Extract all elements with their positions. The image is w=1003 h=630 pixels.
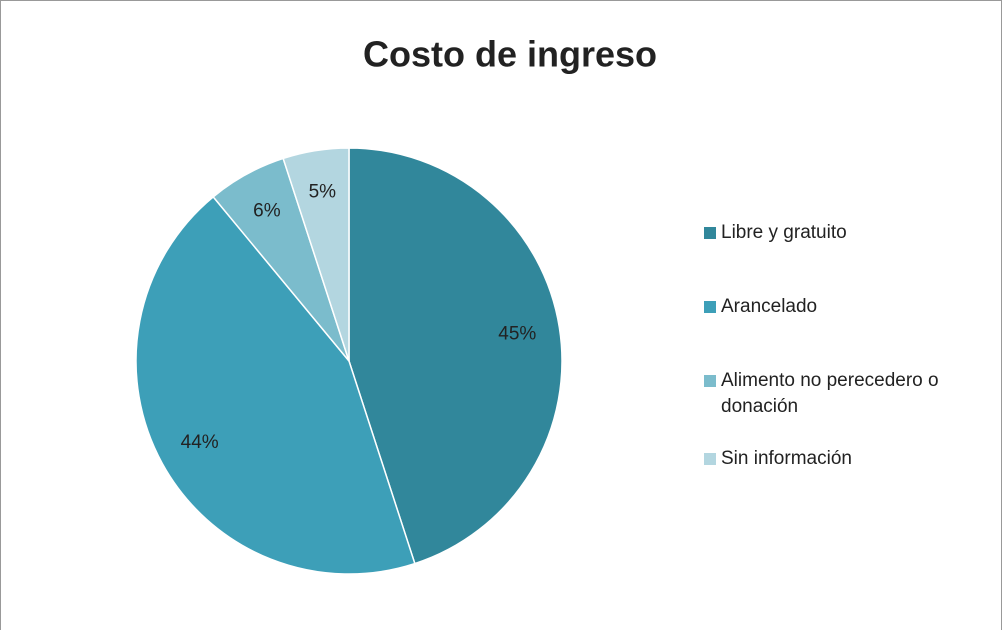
legend-swatch <box>704 375 716 387</box>
data-label: 45% <box>498 323 536 344</box>
legend-label: Alimento no perecedero o donación <box>721 370 939 417</box>
pie-slice <box>282 147 350 362</box>
legend-swatch <box>704 227 716 239</box>
legend-label: Arancelado <box>721 296 818 317</box>
legend-swatch <box>704 453 716 465</box>
legend: Libre y gratuito Arancelado Alimento no pe… <box>704 220 994 520</box>
legend-label: Libre y gratuito <box>721 222 847 243</box>
chart-title: Costo de ingreso <box>363 34 657 75</box>
legend-item: Libre y gratuito <box>704 220 994 294</box>
legend-label: Sin información <box>721 448 852 469</box>
pie-slice <box>135 195 416 575</box>
legend-item: Arancelado <box>704 294 994 368</box>
legend-item: Sin información <box>704 446 994 520</box>
data-label: 44% <box>181 432 219 453</box>
data-label: 6% <box>253 201 281 222</box>
data-label: 5% <box>309 182 337 203</box>
pie-slice <box>348 147 563 565</box>
legend-item: Alimento no perecedero o donación <box>704 368 994 446</box>
legend-swatch <box>704 301 716 313</box>
